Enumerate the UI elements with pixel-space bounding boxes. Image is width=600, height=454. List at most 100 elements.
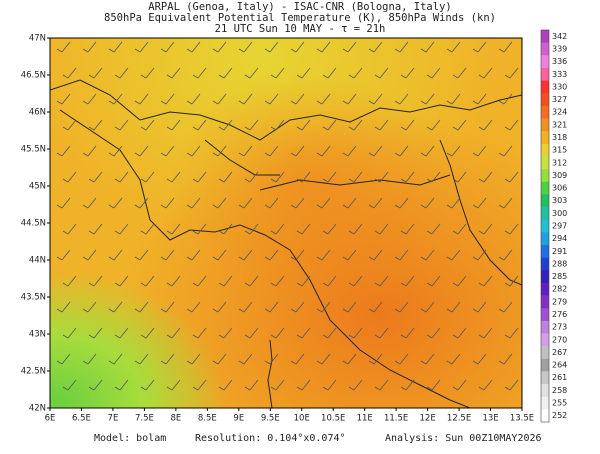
colorbar-label: 294 [552,234,567,243]
wind-barb [504,379,519,391]
colorbar-label: 342 [552,32,567,41]
wind-barb [218,275,233,287]
wind-barb [270,223,285,235]
wind-barb [56,301,71,313]
wind-barb [342,301,357,313]
wind-barb [316,301,331,313]
wind-barb [348,171,363,183]
wind-barb [504,275,519,287]
wind-barb [498,249,513,261]
wind-barb [322,67,337,79]
wind-barb [62,171,77,183]
colorbar-cell [541,156,549,170]
wind-barb [498,301,513,313]
wind-barb [270,171,285,183]
colorbar-cell [541,143,549,157]
colorbar-cell [541,358,549,372]
footer-resolution: Resolution: 0.104°x0.074° [195,433,346,444]
wind-barb [88,223,103,235]
wind-barb [420,301,435,313]
colorbar-cell [541,232,549,246]
lon-label: 7.5E [135,414,154,424]
wind-barb [56,41,71,53]
wind-barb [134,145,149,157]
lon-label: 10E [294,414,310,424]
lat-label: 44.5N [21,219,46,229]
wind-barb [56,197,71,209]
wind-barb [192,67,207,79]
wind-barb [88,327,103,339]
wind-barb [160,197,175,209]
wind-barb [394,93,409,105]
colorbar-label: 264 [552,361,567,370]
wind-barb [368,145,383,157]
wind-barb [420,249,435,261]
colorbar-label: 333 [552,70,567,79]
wind-barb [114,223,129,235]
wind-barb [368,93,383,105]
wind-barb [140,223,155,235]
lat-label: 47N [29,34,46,44]
wind-barb [140,275,155,287]
colorbar-cell [541,409,549,423]
colorbar-label: 261 [552,373,567,382]
wind-barb [394,197,409,209]
wind-barb [82,301,97,313]
wind-barb [108,353,123,365]
colorbar-label: 300 [552,209,567,218]
wind-barb [270,67,285,79]
wind-barb [82,249,97,261]
colorbar-label: 285 [552,272,567,281]
wind-barb [394,249,409,261]
wind-barb [368,41,383,53]
wind-barb [244,67,259,79]
wind-barb [504,327,519,339]
wind-barb [62,223,77,235]
wind-barb [88,67,103,79]
wind-barb [472,41,487,53]
wind-barb [504,119,519,131]
wind-barb [244,327,259,339]
colorbar-cell [541,346,549,360]
wind-barb [244,223,259,235]
wind-barb [192,171,207,183]
wind-barb [348,275,363,287]
wind-barb [62,119,77,131]
wind-barb [452,327,467,339]
wind-barb [212,301,227,313]
wind-barb [426,119,441,131]
wind-barb [166,223,181,235]
wind-barb [140,327,155,339]
wind-barb [400,379,415,391]
wind-barb [394,41,409,53]
wind-barb [264,197,279,209]
colorbar-label: 309 [552,171,567,180]
wind-barb [108,93,123,105]
colorbar-cell [541,308,549,322]
wind-barb [498,197,513,209]
wind-barb [478,379,493,391]
wind-barb [166,119,181,131]
lon-label: 8.5E [198,414,217,424]
wind-barb [296,223,311,235]
wind-barb [368,353,383,365]
wind-barb [244,275,259,287]
wind-barb [212,353,227,365]
wind-barb [270,327,285,339]
wind-barb [420,197,435,209]
wind-barb [342,41,357,53]
colorbar-cell [541,244,549,258]
lat-label: 44N [29,256,46,266]
wind-barb [290,353,305,365]
wind-barb [88,275,103,287]
wind-barb [452,223,467,235]
wind-barb [108,41,123,53]
colorbar-cell [541,207,549,220]
wind-barb [264,145,279,157]
wind-barb [296,379,311,391]
colorbar-frame [540,29,550,423]
wind-barb [108,249,123,261]
lat-label: 45.5N [21,145,46,155]
wind-barb [348,379,363,391]
wind-barb [322,171,337,183]
